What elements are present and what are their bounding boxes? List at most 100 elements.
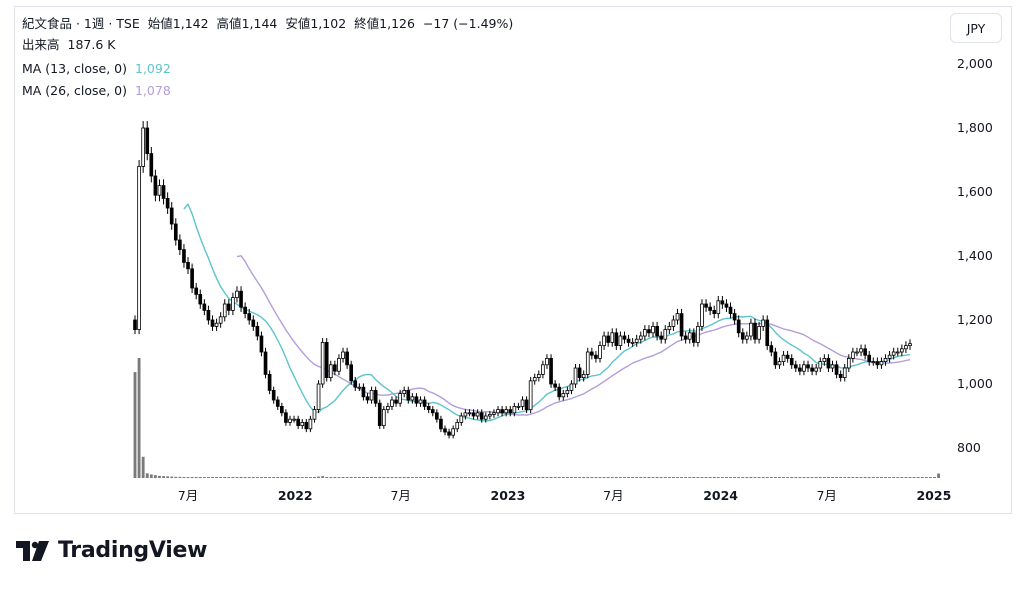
candle-body [712,309,717,314]
candle-body [781,354,786,363]
volume-bar [243,477,247,478]
candle-body [740,332,745,340]
candle-body [447,431,451,436]
volume-bar [223,477,227,478]
volume-bar [871,477,875,478]
volume-bar [676,477,679,478]
volume-bar [553,477,557,478]
y-tick-label: 1,600 [957,184,993,199]
volume-bar [145,473,149,478]
volume-bar [839,477,843,478]
candle-body [504,409,509,414]
y-tick-label: 1,800 [957,120,993,135]
volume-bar [582,477,586,478]
candle-body [691,332,696,343]
volume-bar [398,477,402,478]
candle-body [402,389,407,394]
volume-bar [537,477,541,478]
volume-bar [276,477,280,478]
x-tick-label: 7月 [603,488,623,503]
currency-button[interactable]: JPY [950,13,1002,43]
volume-bar [623,477,626,478]
candle-body [390,399,394,407]
volume-bar [533,477,537,478]
volume-bar [427,477,431,478]
ma26-legend[interactable]: MA (26, close, 0) 1,078 [22,83,175,99]
candle-body [773,351,778,366]
candle-body [418,399,423,404]
volume-bar [659,477,663,478]
volume-bar [578,477,582,478]
candle-body [687,332,692,340]
volume-bar [688,477,692,478]
candle-body [271,389,276,401]
ma13-legend[interactable]: MA (13, close, 0) 1,092 [22,61,175,77]
candle-body [891,351,896,356]
volume-bar [529,477,533,478]
candle-body [247,313,252,321]
candle-body [683,335,688,340]
volume-bar [725,477,728,478]
low-label: 安値 [285,16,311,31]
candle-body [496,409,500,414]
close-value: 1,126 [379,16,415,31]
volume-bar [219,477,223,478]
candle-body [532,377,537,382]
volume-bar [133,372,137,478]
candle-body [867,354,872,363]
candle-body [284,412,288,423]
volume-bar [606,477,610,478]
volume-bar [292,477,296,478]
candle-body [585,351,590,375]
tradingview-logo[interactable]: TradingView [16,538,207,563]
candle-body [149,153,154,177]
volume-bar [366,477,369,478]
volume-bar [757,477,761,478]
volume-bar [255,477,259,478]
candle-body [708,306,712,311]
candle-body [651,325,655,334]
candle-body [394,399,398,404]
candle-body [361,386,366,398]
candle-body [251,319,256,327]
volume-bar [206,477,210,478]
volume-bar [166,476,170,478]
candle-body [618,335,623,347]
candle-body [769,345,774,353]
candle-body [577,367,582,379]
volume-bar [182,477,186,478]
volume-bar [912,477,916,478]
candle-body [520,399,525,407]
volume-bar [415,477,418,478]
volume-bar [720,477,724,478]
volume-bar [639,477,643,478]
volume-bar [753,477,757,478]
candle-body [777,361,782,366]
volume-bar [908,477,912,478]
volume-bar [671,477,675,478]
ma13-line [183,203,911,422]
volume-bar [826,477,830,478]
volume-bar [374,477,378,478]
candle-body [749,322,753,337]
volume-bar [570,477,573,478]
volume-bar [647,477,651,478]
volume-bar [525,477,529,478]
candle-body [377,402,382,427]
volume-bar [618,477,622,478]
volume-bar [822,477,826,478]
candle-body [671,319,676,327]
volume-bar [272,477,276,478]
volume-bar [631,477,635,478]
candle-body [312,409,317,420]
volume-bar [814,477,818,478]
candle-body [626,338,631,343]
volume-bar [741,477,745,478]
candle-body [190,268,194,289]
ma26-label: MA (26, close, 0) [22,83,128,98]
volume-bar [778,477,781,478]
volume-bar [692,477,696,478]
candle-body [524,399,529,411]
volume-bar [635,477,639,478]
